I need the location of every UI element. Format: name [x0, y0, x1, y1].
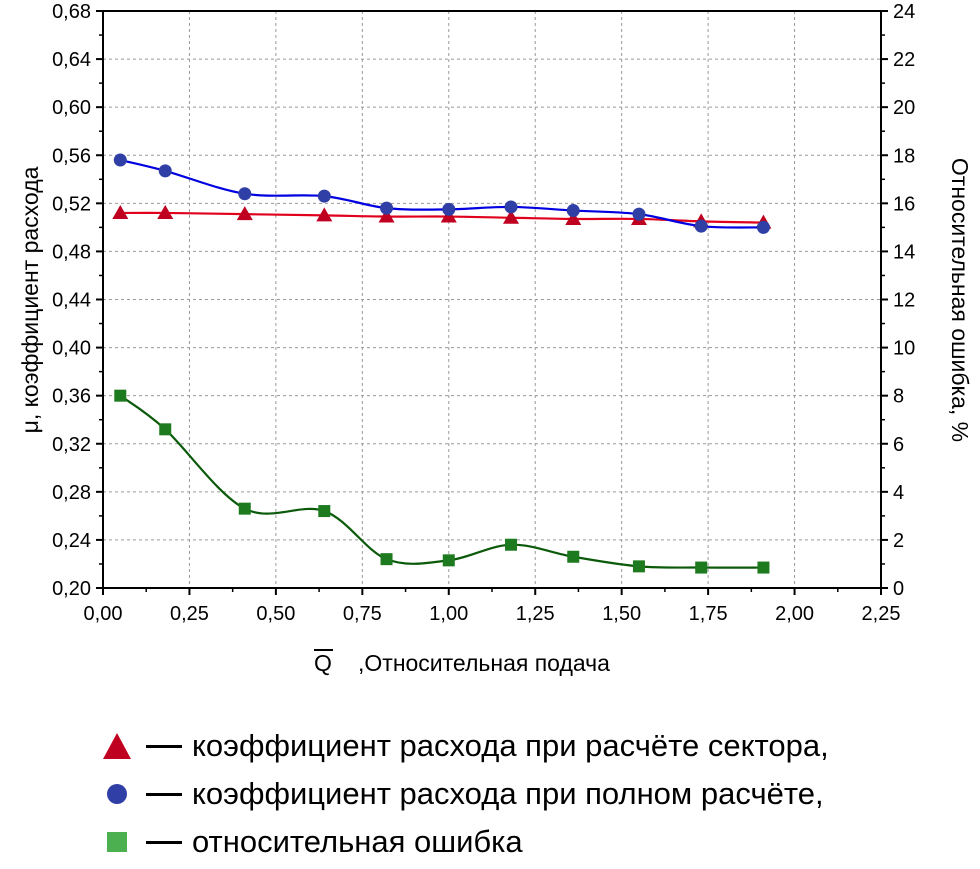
circle-marker-icon	[100, 777, 134, 811]
legend: коэффициент расхода при расчёте сектора,…	[100, 722, 960, 866]
y-tick-label: 0,24	[52, 530, 91, 552]
data-point-square	[114, 389, 127, 402]
square-marker-icon	[100, 825, 134, 859]
data-point-square	[238, 502, 251, 515]
data-point-circle	[442, 202, 456, 216]
y-tick-label: 0,36	[52, 386, 91, 408]
data-point-square	[505, 538, 518, 551]
chart: 0,00 0,25 0,50 0,75 1,00 1,25 1,50 1,75 2,00 2,25…	[17, 1, 973, 676]
x-tick-label: 0,50	[256, 603, 295, 625]
y-right-tick-label: 6	[893, 434, 904, 456]
y-tick-label: 0,32	[52, 434, 91, 456]
y-tick-label: 0,44	[52, 290, 91, 312]
y-right-tick-label: 10	[893, 338, 915, 360]
series-line-square	[119, 394, 764, 569]
data-point-square	[695, 561, 708, 574]
legend-item-sector: коэффициент расхода при расчёте сектора,	[100, 722, 960, 770]
y-tick-label: 0,48	[52, 241, 91, 263]
data-point-square	[757, 561, 770, 574]
data-point-triangle	[112, 204, 129, 219]
data-point-circle	[317, 189, 331, 203]
y-right-tick-label: 16	[893, 193, 915, 215]
data-point-circle	[632, 207, 646, 221]
data-point-circle	[694, 219, 708, 233]
y-tick-label: 0,20	[52, 578, 91, 600]
y-tick-label: 0,40	[52, 338, 91, 360]
y-tick-label: 0,64	[52, 49, 91, 71]
grid-lines	[103, 11, 881, 588]
axis-ticks	[96, 10, 888, 595]
data-point-circle	[113, 153, 127, 167]
y-tick-label: 0,28	[52, 482, 91, 504]
tick-labels: 0,00 0,25 0,50 0,75 1,00 1,25 1,50 1,75 2,00 2,25…	[52, 1, 915, 625]
y-right-tick-label: 20	[893, 97, 915, 119]
data-point-triangle	[236, 206, 253, 221]
x-tick-label: 2,25	[862, 603, 901, 625]
y-axis-label: μ, коэффициент расхода	[17, 166, 43, 433]
data-point-triangle	[316, 207, 333, 222]
y-axis-right-label: Относительная ошибка, %	[947, 158, 973, 442]
legend-item-error: относительная ошибка	[100, 818, 960, 866]
y-tick-label: 0,56	[52, 145, 91, 167]
data-point-circle	[756, 220, 770, 234]
data-point-triangle	[565, 210, 582, 225]
x-axis-symbol: Q	[314, 650, 332, 676]
x-axis-label: ,Относительная подача	[358, 650, 610, 676]
triangle-marker-icon	[100, 729, 134, 763]
x-tick-label: 2,00	[775, 603, 814, 625]
data-point-square	[318, 505, 331, 518]
y-right-tick-label: 24	[893, 1, 915, 23]
data-point-triangle	[378, 208, 395, 223]
data-point-square	[442, 554, 455, 567]
data-point-triangle	[503, 209, 520, 224]
data-point-square	[380, 553, 393, 566]
legend-dash	[146, 840, 182, 844]
legend-label: коэффициент расхода при расчёте сектора,	[192, 728, 829, 763]
data-point-square	[567, 550, 580, 563]
y-right-tick-label: 22	[893, 49, 915, 71]
legend-label: относительная ошибка	[192, 824, 523, 859]
series-layer	[112, 153, 772, 574]
y-right-tick-label: 12	[893, 290, 915, 312]
legend-dash	[146, 792, 182, 796]
data-point-circle	[158, 164, 172, 178]
y-tick-label: 0,60	[52, 97, 91, 119]
data-point-circle	[380, 201, 394, 215]
y-tick-label: 0,52	[52, 193, 91, 215]
y-right-tick-label: 14	[893, 241, 915, 263]
legend-item-full: коэффициент расхода при полном расчёте,	[100, 770, 960, 818]
x-tick-label: 1,00	[429, 603, 468, 625]
data-point-circle	[504, 200, 518, 214]
x-tick-label: 1,75	[689, 603, 728, 625]
legend-dash	[146, 744, 182, 748]
y-right-tick-label: 0	[893, 578, 904, 600]
x-tick-label: 1,50	[602, 603, 641, 625]
y-right-tick-label: 4	[893, 482, 904, 504]
data-point-square	[159, 423, 172, 436]
x-tick-label: 1,25	[516, 603, 555, 625]
y-right-tick-label: 18	[893, 145, 915, 167]
y-tick-label: 0,68	[52, 1, 91, 23]
x-tick-label: 0,25	[170, 603, 209, 625]
data-point-square	[632, 560, 645, 573]
legend-label: коэффициент расхода при полном расчёте,	[192, 776, 824, 811]
x-tick-label: 0,00	[84, 603, 123, 625]
y-right-tick-label: 8	[893, 386, 904, 408]
data-point-circle	[238, 187, 252, 201]
data-point-circle	[566, 204, 580, 218]
data-point-triangle	[157, 204, 174, 219]
y-right-tick-label: 2	[893, 530, 904, 552]
x-tick-label: 0,75	[343, 603, 382, 625]
